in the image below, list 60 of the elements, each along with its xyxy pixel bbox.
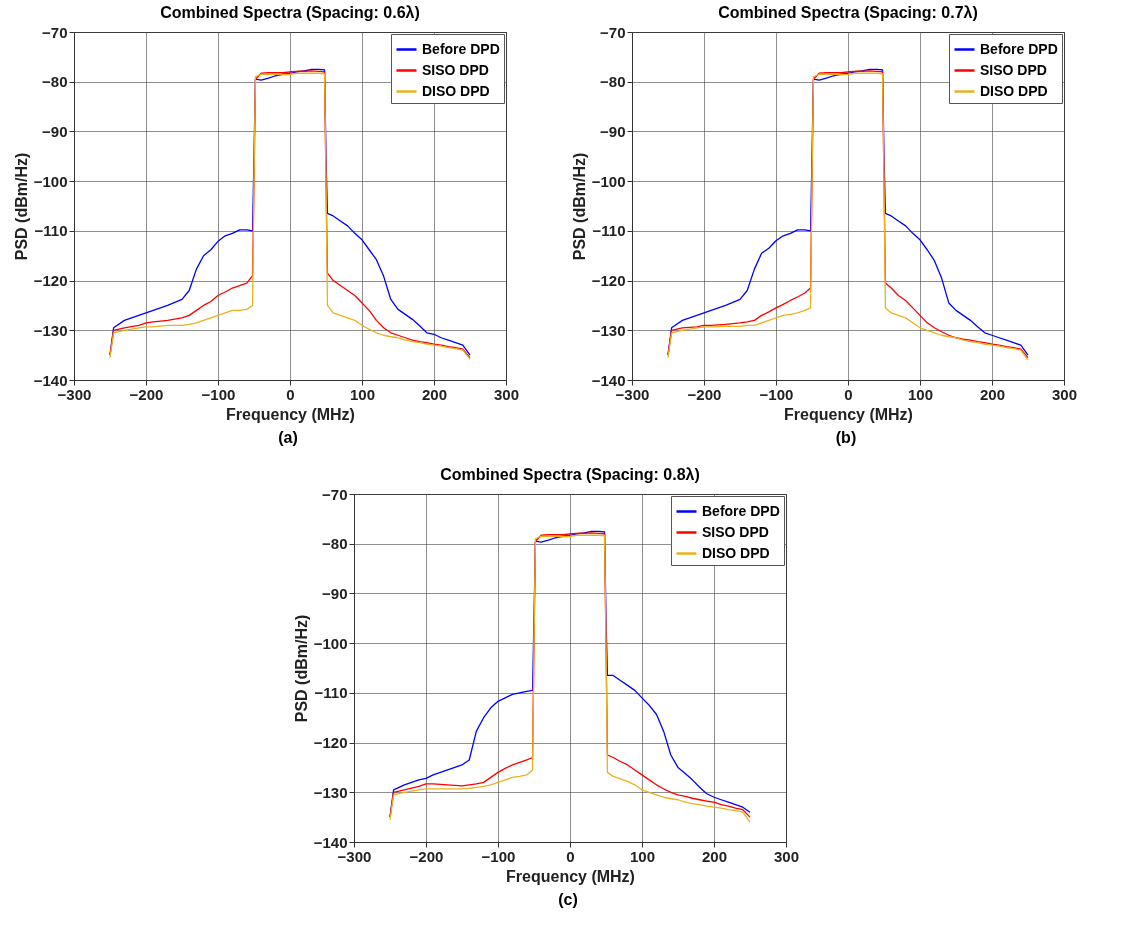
x-axis-title: Frequency (MHz) [506, 867, 635, 885]
x-tick-label: −100 [201, 385, 236, 403]
y-tick-label: −100 [313, 634, 348, 652]
y-tick-label: −100 [591, 172, 626, 190]
y-tick-label: −110 [592, 222, 626, 240]
legend-label: DISO DPD [980, 82, 1048, 99]
y-tick-label: −120 [33, 272, 68, 290]
x-tick-label: −200 [129, 385, 164, 403]
y-tick-label: −110 [34, 222, 68, 240]
x-tick-label: 0 [286, 385, 295, 403]
legend-label: Before DPD [422, 40, 500, 57]
x-tick-label: −100 [481, 847, 516, 865]
y-tick-label: −130 [313, 783, 348, 801]
x-tick-label: −200 [687, 385, 722, 403]
y-axis-title: PSD (dBm/Hz) [570, 152, 588, 261]
legend-label: SISO DPD [980, 61, 1047, 78]
x-tick-label: 300 [773, 847, 800, 865]
x-tick-label: 300 [493, 385, 520, 403]
legend-label: SISO DPD [422, 61, 489, 78]
y-axis-title: PSD (dBm/Hz) [292, 614, 310, 723]
x-tick-label: −100 [759, 385, 794, 403]
y-tick-label: −120 [313, 734, 348, 752]
x-tick-label: 100 [907, 385, 934, 403]
x-axis-title: Frequency (MHz) [784, 405, 913, 423]
x-tick-label: 200 [421, 385, 448, 403]
x-tick-label: 300 [1051, 385, 1078, 403]
y-tick-label: −80 [600, 73, 626, 91]
x-axis-title: Frequency (MHz) [226, 405, 355, 423]
y-tick-label: −70 [600, 23, 626, 41]
y-tick-label: −70 [42, 23, 68, 41]
y-tick-label: −90 [42, 122, 68, 140]
legend-label: SISO DPD [702, 523, 769, 540]
legend-label: Before DPD [702, 502, 780, 519]
legend-label: DISO DPD [702, 544, 770, 561]
legend-label: DISO DPD [422, 82, 490, 99]
text: (c) [557, 891, 579, 909]
y-tick-label: −110 [314, 684, 348, 702]
y-tick-label: −70 [322, 485, 348, 503]
x-tick-label: 100 [349, 385, 376, 403]
x-tick-label: 0 [566, 847, 575, 865]
y-tick-label: −90 [600, 122, 626, 140]
y-tick-label: −130 [33, 321, 68, 339]
chart-title: Combined Spectra (Spacing: 0.8λ) [440, 466, 700, 483]
legend-label: Before DPD [980, 40, 1058, 57]
y-tick-label: −80 [322, 535, 348, 553]
chart-title: Combined Spectra (Spacing: 0.7λ) [718, 4, 978, 21]
y-tick-label: −130 [591, 321, 626, 339]
x-tick-label: −200 [409, 847, 444, 865]
x-tick-label: 200 [701, 847, 728, 865]
chart-title: Combined Spectra (Spacing: 0.6λ) [160, 4, 420, 21]
y-tick-label: −90 [322, 584, 348, 602]
y-tick-label: −100 [33, 172, 68, 190]
y-axis-title: PSD (dBm/Hz) [12, 152, 30, 261]
text: (a) [277, 429, 299, 447]
x-tick-label: 100 [629, 847, 656, 865]
y-tick-label: −120 [591, 272, 626, 290]
x-tick-label: 200 [979, 385, 1006, 403]
x-tick-label: 0 [844, 385, 853, 403]
y-tick-label: −80 [42, 73, 68, 91]
text: (b) [834, 429, 858, 447]
